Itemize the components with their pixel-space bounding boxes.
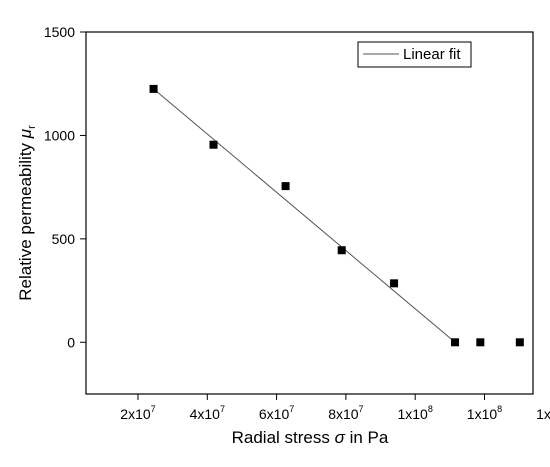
points-layer — [149, 84, 524, 347]
x-tick-label-base: 1x10 — [467, 406, 498, 422]
y-axis-label-symbol: μ — [16, 128, 35, 139]
y-axis-ticks: 0 500 1000 1500 — [44, 24, 86, 350]
x-tick-label-base: 2x10 — [120, 406, 151, 422]
data-point — [281, 182, 290, 191]
x-tick-label: 1x108 — [467, 404, 502, 422]
y-axis-label-subscript: r — [26, 125, 38, 129]
x-tick-label-base: 6x10 — [259, 406, 290, 422]
x-tick-label-exponent: 7 — [220, 404, 225, 414]
x-tick-label-base: 1x10 — [536, 406, 550, 422]
data-point — [515, 338, 524, 347]
x-tick-label-base: 1x10 — [397, 406, 428, 422]
y-tick-label: 0 — [67, 334, 75, 350]
x-axis-label: Radial stress σ in Pa — [232, 428, 389, 447]
data-point — [337, 246, 346, 255]
x-tick-label-base: 4x10 — [190, 406, 221, 422]
x-tick-label: 1x108 — [397, 404, 432, 422]
linear-fit-line — [153, 88, 456, 343]
x-tick-label: 4x107 — [190, 404, 225, 422]
data-point — [451, 338, 460, 347]
x-axis-label-symbol: σ — [335, 428, 346, 447]
fit-layer — [153, 88, 456, 343]
x-axis-ticks: 2x1074x1076x1078x1071x1081x1081x108 — [120, 394, 550, 422]
data-point — [149, 84, 158, 93]
x-axis-label-prefix: Radial stress — [232, 428, 335, 447]
x-axis-label-suffix: in Pa — [345, 428, 389, 447]
x-tick-label-exponent: 7 — [289, 404, 294, 414]
plot-area — [85, 31, 534, 395]
y-tick-label: 500 — [52, 231, 76, 247]
data-point — [476, 338, 485, 347]
data-point — [390, 279, 399, 288]
x-tick-label-base: 8x10 — [328, 406, 359, 422]
y-axis-label-prefix: Relative permeability — [16, 138, 35, 301]
x-tick-label: 6x107 — [259, 404, 294, 422]
x-tick-label: 8x107 — [328, 404, 363, 422]
y-axis-label: Relative permeability μr — [16, 125, 38, 301]
legend: Linear fit — [357, 41, 472, 68]
data-point — [209, 140, 218, 149]
x-tick-label-exponent: 8 — [497, 404, 502, 414]
y-tick-label: 1500 — [44, 24, 75, 40]
legend-label-linear-fit: Linear fit — [403, 46, 461, 63]
x-tick-label: 1x108 — [536, 404, 550, 422]
x-tick-label-exponent: 7 — [151, 404, 156, 414]
y-tick-label: 1000 — [44, 127, 75, 143]
x-tick-label: 2x107 — [120, 404, 155, 422]
x-tick-label-exponent: 8 — [428, 404, 433, 414]
x-tick-label-exponent: 7 — [359, 404, 364, 414]
